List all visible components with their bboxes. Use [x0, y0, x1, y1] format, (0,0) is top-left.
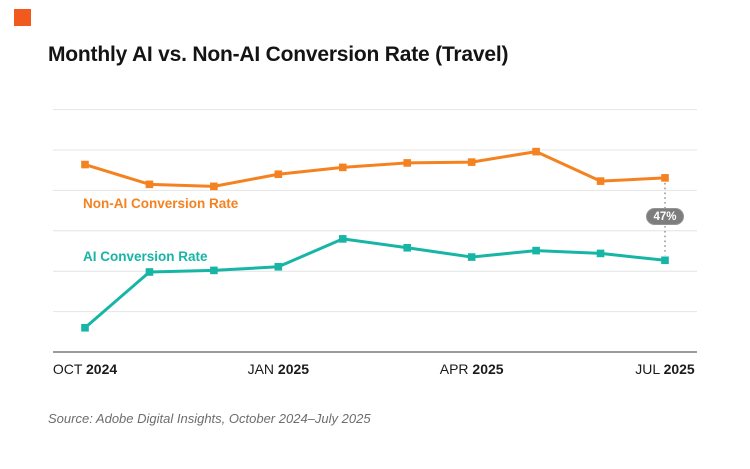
ai-line	[84, 237, 666, 329]
ai-marker	[145, 268, 154, 276]
non-ai-marker	[403, 159, 412, 167]
x-tick-label: OCT 2024	[52, 361, 118, 377]
non-ai-marker	[274, 170, 283, 179]
ai-marker	[661, 256, 669, 265]
brand-mark	[14, 9, 31, 26]
non-ai-marker	[210, 182, 218, 191]
non-ai-marker	[596, 177, 605, 185]
x-tick-label: JAN 2025	[247, 361, 310, 377]
callout-badge: 47%	[646, 207, 684, 225]
non-ai-marker	[338, 163, 347, 172]
legend-label-non-ai: Non-AI Conversion Rate	[83, 196, 239, 211]
ai-marker	[338, 235, 347, 243]
ai-marker	[81, 323, 89, 332]
x-tick-label: APR 2025	[439, 361, 504, 377]
x-tick-label: JUL 2025	[635, 361, 695, 377]
ai-marker	[403, 243, 412, 252]
non-ai-marker	[661, 174, 669, 182]
ai-marker	[467, 253, 476, 261]
ai-marker	[210, 266, 218, 275]
non-ai-line	[84, 150, 666, 188]
page-title: Monthly AI vs. Non-AI Conversion Rate (T…	[48, 43, 509, 66]
non-ai-marker	[467, 158, 476, 166]
source-note: Source: Adobe Digital Insights, October …	[48, 411, 371, 426]
non-ai-marker	[145, 180, 154, 189]
non-ai-marker	[81, 160, 89, 169]
ai-marker	[596, 249, 605, 258]
ai-marker	[532, 246, 540, 255]
non-ai-marker	[532, 147, 540, 156]
ai-marker	[274, 262, 283, 271]
legend-label-ai: AI Conversion Rate	[83, 249, 208, 264]
